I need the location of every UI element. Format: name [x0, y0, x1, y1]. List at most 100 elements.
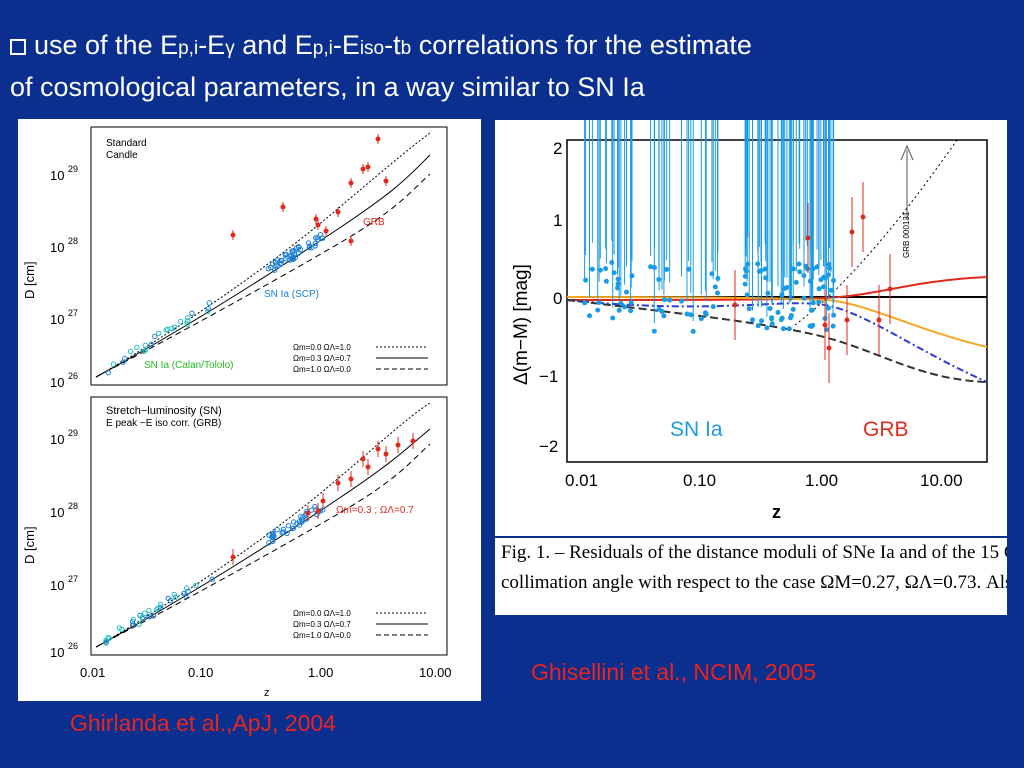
- credit-ghisellini: Ghisellini et al., NCIM, 2005: [531, 659, 817, 685]
- grb-annotation: GRB 000131: [902, 211, 911, 258]
- label-epeak: E peak −E iso corr. (GRB): [106, 418, 221, 429]
- top-ytick-labels: 10 29 10 28 10 27 10 26: [50, 164, 78, 390]
- svg-text:29: 29: [68, 164, 78, 174]
- sn-residual: [609, 260, 615, 265]
- sn-point: [209, 576, 216, 582]
- sn-point: [134, 344, 140, 351]
- sn-residual: [750, 317, 755, 323]
- grb-point: [230, 554, 236, 560]
- sn-residual: [651, 328, 657, 334]
- curve-matter-dominated: [95, 173, 431, 378]
- sn-point: [315, 237, 321, 243]
- label-omega-bottom: Ωm=0.3 ; ΩΛ=0.7: [336, 505, 414, 516]
- ytick-1e27: 10: [50, 312, 64, 327]
- svg-text:10: 10: [50, 645, 64, 660]
- label-scp: SN Ia (SCP): [264, 289, 319, 300]
- sn-residual: [818, 277, 824, 283]
- grb-point: [348, 238, 354, 244]
- sn-point: [105, 370, 112, 376]
- sn-residual: [648, 264, 654, 270]
- sn-residual: [616, 307, 622, 313]
- sn-residual: [755, 261, 761, 267]
- sn-residual: [712, 284, 718, 290]
- sn-residual: [809, 323, 815, 329]
- top-model-curves: [95, 132, 431, 378]
- svg-text:Ωm=0.0 ΩΛ=1.0: Ωm=0.0 ΩΛ=1.0: [293, 609, 351, 618]
- sn-residual: [769, 316, 775, 322]
- sn-point: [300, 515, 306, 521]
- sn-residual: [618, 300, 624, 306]
- ytick-0: 0: [553, 289, 562, 308]
- sn-residual: [814, 264, 820, 270]
- sn-point: [171, 324, 178, 331]
- svg-text:Ωm=0.3 ΩΛ=0.7: Ωm=0.3 ΩΛ=0.7: [293, 354, 351, 363]
- sn-point: [136, 621, 142, 627]
- curve-lambda-dominated: [95, 132, 431, 378]
- slide-title: use of the Ep,i-Eγ and Ep,i-Eiso-tb corr…: [10, 26, 1010, 107]
- svg-text:10: 10: [50, 505, 64, 520]
- grb-point: [323, 228, 329, 234]
- grb-residual: [826, 345, 832, 351]
- svg-text:Ωm=0.3 ΩΛ=0.7: Ωm=0.3 ΩΛ=0.7: [293, 620, 351, 629]
- grb-point: [348, 180, 354, 186]
- sn-residual: [762, 266, 768, 272]
- sn-point: [266, 540, 272, 546]
- sn-residual: [698, 316, 704, 322]
- grb-residual: [844, 317, 850, 323]
- sn-residual: [615, 276, 621, 282]
- sn-point: [270, 261, 276, 267]
- grb-point: [230, 232, 236, 238]
- sn-point: [184, 321, 191, 328]
- sn-residual: [775, 310, 781, 315]
- sn-point: [280, 526, 286, 532]
- residuals-figure: 2 1 0 −1 −2 Δ(m−M) [mag] 0.01 0.10 1.00 …: [495, 120, 1007, 536]
- residuals-svg: 2 1 0 −1 −2 Δ(m−M) [mag] 0.01 0.10 1.00 …: [511, 120, 988, 522]
- svg-text:Ωm=1.0 ΩΛ=0.0: Ωm=1.0 ΩΛ=0.0: [293, 631, 351, 640]
- hubble-diagram-svg: 10 29 10 28 10 27 10 26 10 29 10 28 10 27 10 26 …: [22, 126, 452, 699]
- sn-point: [283, 251, 289, 258]
- credit-ghirlanda: Ghirlanda et al.,ApJ, 2004: [70, 710, 336, 736]
- sn-point: [296, 522, 303, 528]
- sn-residual: [656, 306, 662, 312]
- sn-point: [296, 519, 303, 525]
- sn-point: [129, 619, 136, 625]
- sn-point: [165, 595, 171, 602]
- sn-residual: [624, 289, 629, 295]
- sn-point: [120, 359, 126, 365]
- label-standard: Standard: [106, 138, 147, 149]
- sn-point: [312, 503, 318, 510]
- sn-point: [289, 256, 296, 262]
- sn-residual: [816, 299, 822, 305]
- grb-residual: [849, 229, 855, 235]
- residuals-xtick-labels: 0.01 0.10 1.00 10.00: [565, 471, 963, 490]
- ytick-m1: −1: [539, 367, 558, 386]
- svg-text:27: 27: [68, 308, 78, 318]
- sn-residual: [765, 290, 771, 296]
- sn-residual: [610, 315, 616, 321]
- grb-residual: [805, 235, 811, 241]
- label-stretch: Stretch−luminosity (SN): [106, 405, 222, 417]
- svg-text:28: 28: [68, 501, 78, 511]
- bottom-ytick-labels: 10 29 10 28 10 27 10 26: [50, 428, 78, 660]
- grb-point: [280, 204, 286, 210]
- svg-text:26: 26: [68, 371, 78, 381]
- sn-residual: [615, 281, 621, 287]
- svg-text:Ωm=0.0 ΩΛ=1.0: Ωm=0.0 ΩΛ=1.0: [293, 343, 351, 352]
- left-xtick-3: 10.00: [419, 665, 452, 680]
- sn-point: [205, 306, 212, 312]
- sn-point: [306, 244, 312, 251]
- sn-residual: [763, 275, 769, 281]
- sn-residual: [628, 300, 634, 306]
- sn-point: [184, 318, 191, 324]
- left-xlabel: z: [264, 687, 270, 699]
- sn-point: [279, 258, 285, 264]
- sn-residual: [611, 270, 617, 276]
- sn-residual: [583, 277, 589, 283]
- hubble-diagram-figure: 10 29 10 28 10 27 10 26 10 29 10 28 10 27 10 26 …: [18, 119, 481, 701]
- residuals-xlabel: z: [772, 502, 781, 522]
- grb-point: [335, 480, 341, 486]
- sn-point: [295, 250, 302, 256]
- sn-point: [312, 240, 318, 247]
- sn-point: [139, 614, 145, 621]
- bottom-ylabel: D [cm]: [22, 526, 37, 564]
